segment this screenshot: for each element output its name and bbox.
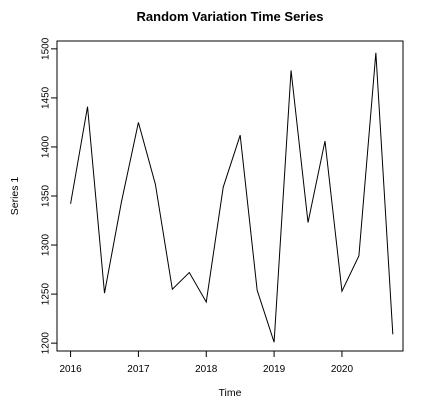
y-tick-label: 1350 xyxy=(41,184,52,207)
y-tick-label: 1400 xyxy=(41,135,52,158)
series-layer xyxy=(70,52,394,343)
chart-title: Random Variation Time Series xyxy=(137,9,324,24)
y-axis: 1200 1250 1300 1350 1400 1450 1500 xyxy=(41,37,58,355)
y-tick-label: 1200 xyxy=(41,332,52,355)
x-axis: 2016 2017 2018 2019 2020 xyxy=(59,350,354,375)
y-tick-label: 1450 xyxy=(41,86,52,109)
series-line xyxy=(70,52,394,343)
x-tick-label: 2018 xyxy=(195,364,218,375)
y-axis-title: Series 1 xyxy=(9,177,21,216)
y-tick-label: 1500 xyxy=(41,37,52,60)
plot-frame xyxy=(56,40,404,352)
y-tick-label: 1300 xyxy=(41,233,52,256)
x-tick-label: 2020 xyxy=(331,364,354,375)
x-tick-label: 2016 xyxy=(59,364,82,375)
x-axis-title: Time xyxy=(219,387,242,399)
y-tick-label: 1250 xyxy=(41,283,52,306)
x-tick-label: 2019 xyxy=(263,364,286,375)
x-tick-label: 2017 xyxy=(127,364,150,375)
